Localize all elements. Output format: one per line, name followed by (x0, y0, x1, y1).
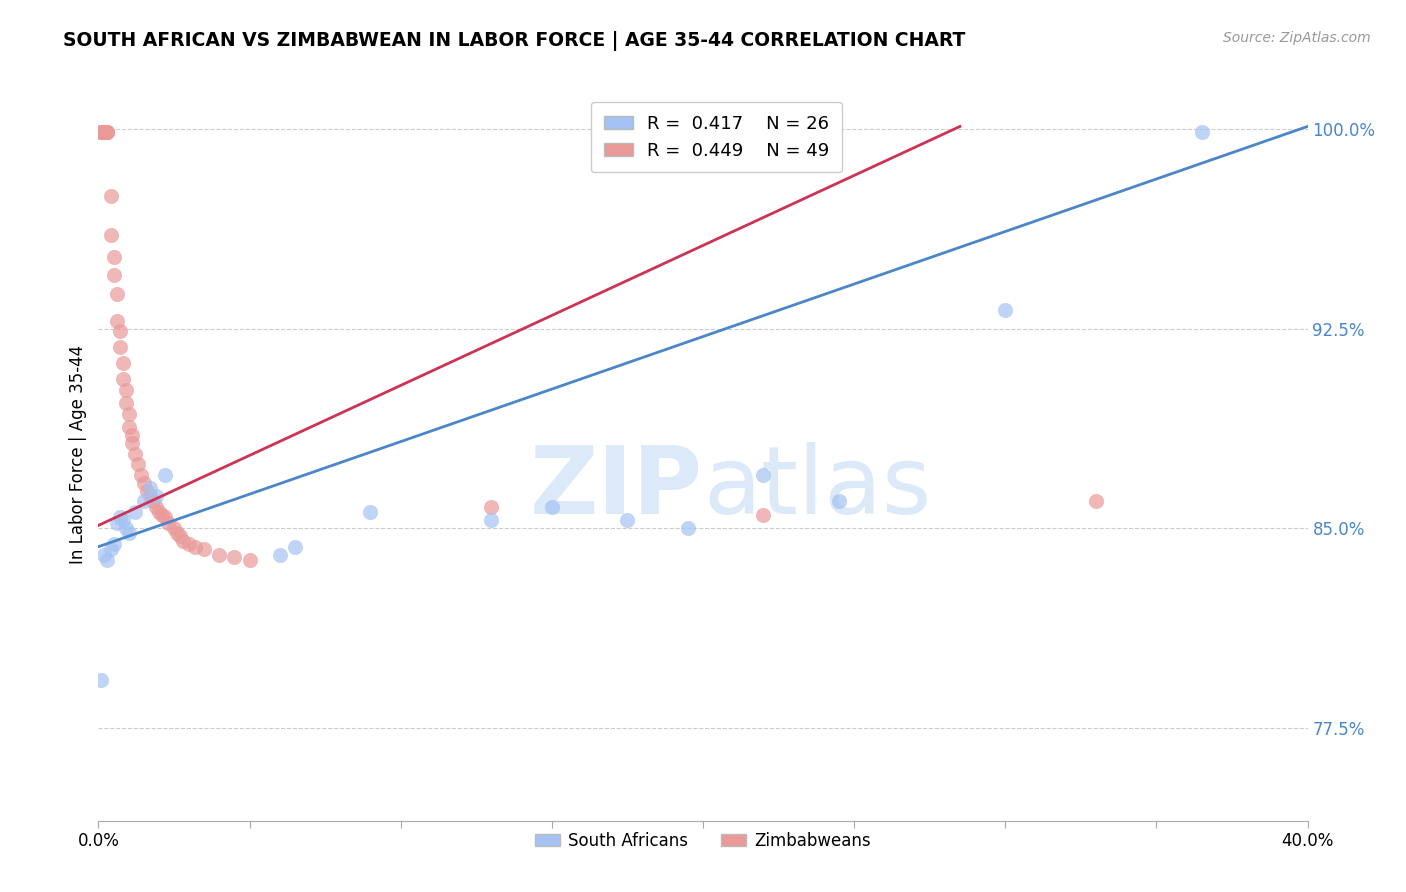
Point (163, 521, 186, 535)
Point (103, 537, 125, 551)
Text: ZIP: ZIP (530, 442, 703, 533)
Point (132, 494, 155, 508)
Point (153, 467, 176, 482)
Point (118, 526, 141, 541)
Point (135, 483, 157, 498)
Point (103, 268, 125, 283)
Point (105, 287, 128, 301)
Point (150, 508, 173, 522)
Point (100, 542, 122, 557)
Point (224, 550, 246, 565)
Point (132, 475, 155, 490)
Point (1191, 125, 1213, 139)
Point (90, 125, 112, 139)
Point (142, 494, 165, 508)
Point (96, 125, 118, 139)
Text: Source: ZipAtlas.com: Source: ZipAtlas.com (1223, 31, 1371, 45)
Point (121, 428, 143, 442)
Point (93, 548, 115, 562)
Point (114, 521, 136, 535)
Point (166, 526, 188, 541)
Point (148, 505, 170, 519)
Point (139, 489, 162, 503)
Point (105, 516, 128, 530)
Point (139, 481, 162, 495)
Point (108, 324, 131, 338)
Point (96, 125, 118, 139)
Point (103, 250, 125, 264)
Point (93, 125, 115, 139)
Point (828, 494, 851, 508)
Point (124, 447, 146, 461)
Point (179, 537, 201, 551)
Point (111, 372, 134, 386)
Point (96, 553, 118, 567)
Point (239, 553, 262, 567)
Point (752, 508, 775, 522)
Point (616, 513, 638, 527)
Point (127, 457, 149, 471)
Point (752, 467, 775, 482)
Point (481, 513, 503, 527)
Point (193, 542, 215, 557)
Point (145, 500, 167, 514)
Point (156, 516, 179, 530)
Point (114, 396, 136, 410)
Point (269, 548, 291, 562)
Point (121, 436, 143, 450)
Point (105, 313, 128, 327)
Point (481, 500, 503, 514)
Point (111, 356, 134, 370)
Point (172, 534, 194, 549)
Point (90, 673, 112, 687)
Text: SOUTH AFRICAN VS ZIMBABWEAN IN LABOR FORCE | AGE 35-44 CORRELATION CHART: SOUTH AFRICAN VS ZIMBABWEAN IN LABOR FOR… (63, 31, 966, 51)
Point (100, 188, 122, 202)
Point (153, 510, 176, 524)
Point (124, 505, 146, 519)
Point (540, 500, 562, 514)
Point (184, 540, 207, 554)
Point (100, 228, 122, 243)
Point (93, 125, 115, 139)
Point (96, 125, 118, 139)
Point (129, 467, 152, 482)
Point (169, 529, 191, 543)
Y-axis label: In Labor Force | Age 35-44: In Labor Force | Age 35-44 (69, 345, 87, 565)
Text: atlas: atlas (703, 442, 931, 533)
Point (360, 505, 382, 519)
Point (90, 125, 112, 139)
Point (284, 540, 307, 554)
Point (994, 302, 1017, 317)
Point (208, 548, 231, 562)
Point (108, 510, 131, 524)
Point (111, 513, 134, 527)
Point (118, 407, 141, 421)
Point (108, 340, 131, 354)
Point (145, 489, 167, 503)
Point (90, 125, 112, 139)
Point (118, 420, 141, 434)
Point (1085, 494, 1108, 508)
Point (114, 383, 136, 397)
Legend: South Africans, Zimbabweans: South Africans, Zimbabweans (529, 825, 877, 856)
Point (676, 521, 699, 535)
